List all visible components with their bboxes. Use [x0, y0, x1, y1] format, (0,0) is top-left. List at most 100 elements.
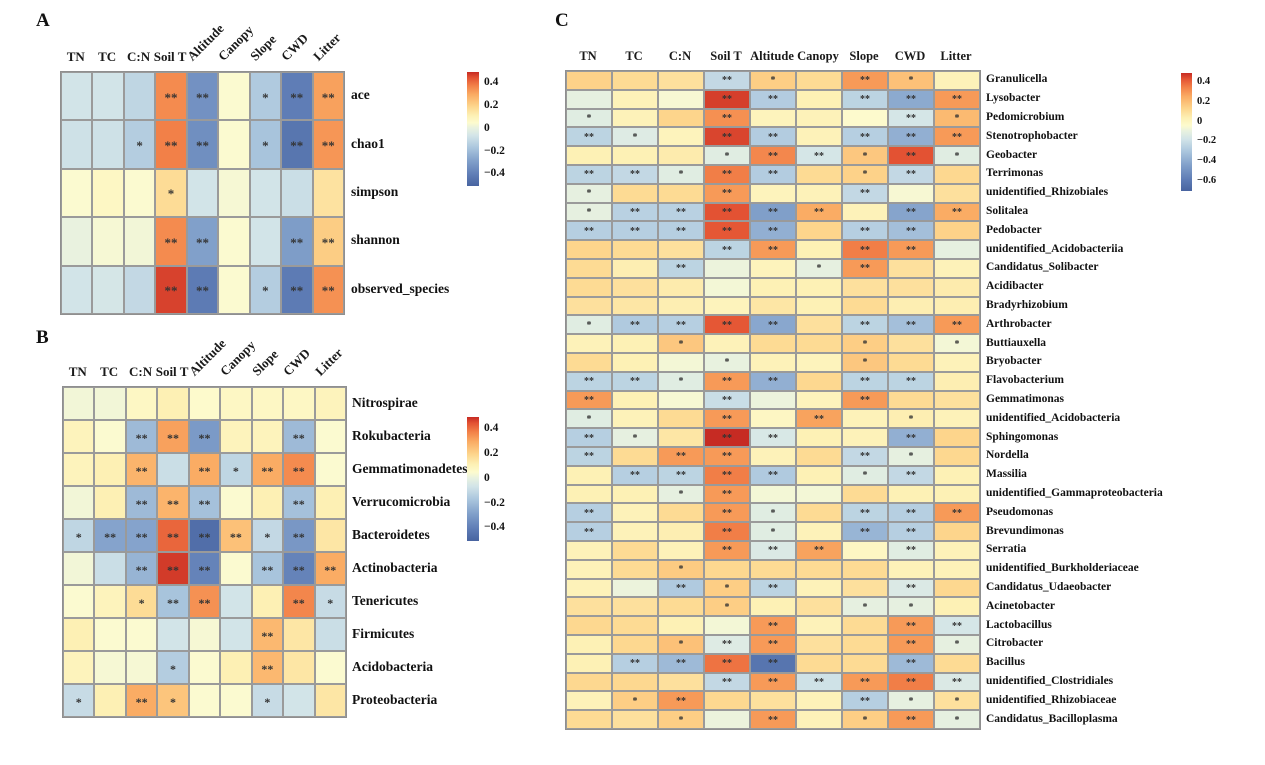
- significance-stars: *: [262, 283, 269, 299]
- heatmap-cell: *: [934, 146, 980, 165]
- heatmap-cell: [934, 352, 980, 372]
- heatmap-cell: [157, 387, 189, 420]
- heatmap-cell: [566, 71, 612, 90]
- significance-stars: **: [906, 676, 916, 688]
- significance-stars: *: [862, 169, 868, 181]
- significance-stars: **: [630, 206, 640, 218]
- significance-stars: **: [630, 225, 640, 237]
- significance-stars: **: [195, 283, 209, 299]
- significance-stars: *: [954, 695, 960, 707]
- heatmap-cell: [314, 453, 346, 486]
- heatmap-cell: [796, 616, 842, 635]
- significance-stars: **: [630, 470, 640, 482]
- row-label: Gemmatimonas: [986, 392, 1064, 405]
- significance-stars: **: [860, 451, 870, 463]
- significance-stars: **: [768, 376, 778, 388]
- significance-stars: *: [724, 150, 730, 162]
- significance-stars: *: [724, 582, 730, 594]
- significance-stars: **: [321, 89, 335, 105]
- heatmap-cell: [566, 578, 612, 598]
- heatmap-cell: **: [283, 519, 315, 552]
- heatmap-cell: [612, 409, 658, 429]
- heatmap-cell: [612, 484, 658, 504]
- heatmap-cell: [842, 484, 888, 504]
- heatmap-cell: [251, 387, 284, 420]
- significance-stars: *: [954, 338, 960, 350]
- row-label: Gemmatimonadetes: [352, 460, 468, 476]
- heatmap-cell: **: [612, 164, 658, 184]
- heatmap-cell: [566, 540, 612, 560]
- heatmap-cell: *: [566, 183, 612, 203]
- heatmap-cell: **: [188, 453, 221, 486]
- heatmap-cell: [218, 217, 250, 266]
- heatmap-cell: **: [796, 202, 842, 222]
- heatmap-cell: [888, 559, 934, 579]
- heatmap-cell: [566, 691, 612, 711]
- significance-stars: **: [321, 138, 335, 154]
- heatmap-cell: [612, 616, 658, 635]
- significance-stars: **: [906, 432, 916, 444]
- heatmap-cell: [796, 221, 842, 241]
- heatmap-cell: [63, 420, 95, 453]
- significance-stars: **: [584, 225, 594, 237]
- row-label: Lysobacter: [986, 92, 1041, 105]
- heatmap-cell: [218, 265, 250, 314]
- heatmap-cell: **: [750, 221, 796, 241]
- significance-stars: *: [954, 714, 960, 726]
- significance-stars: **: [860, 225, 870, 237]
- significance-stars: **: [261, 562, 274, 577]
- row-label: Proteobacteria: [352, 691, 438, 707]
- significance-stars: **: [584, 507, 594, 519]
- heatmap-cell: [934, 390, 980, 410]
- heatmap-cell: **: [796, 672, 842, 692]
- significance-stars: **: [722, 394, 732, 406]
- heatmap-cell: [934, 540, 980, 560]
- column-header-soil-t: Soil T: [153, 49, 187, 64]
- heatmap-cell: **: [750, 653, 796, 673]
- heatmap-cell: **: [566, 371, 612, 391]
- significance-stars: **: [860, 188, 870, 200]
- significance-stars: **: [860, 263, 870, 275]
- heatmap-cell: **: [658, 315, 704, 335]
- heatmap-cell: [61, 265, 93, 314]
- column-header-cwd: CWD: [280, 345, 314, 379]
- significance-stars: **: [768, 225, 778, 237]
- significance-stars: **: [860, 75, 870, 87]
- heatmap-cell: [61, 120, 93, 169]
- heatmap-cell: [750, 390, 796, 410]
- colorbar-tick-label: 0.2: [484, 99, 499, 112]
- significance-stars: **: [906, 131, 916, 143]
- colorbar-tick-label: −0.2: [484, 496, 505, 509]
- heatmap-cell: **: [566, 221, 612, 241]
- heatmap-cell: **: [312, 217, 344, 266]
- significance-stars: **: [768, 582, 778, 594]
- significance-stars: *: [954, 112, 960, 124]
- significance-stars: **: [167, 496, 180, 511]
- heatmap-cell: **: [157, 552, 189, 585]
- heatmap-cell: [888, 390, 934, 410]
- significance-stars: **: [906, 545, 916, 557]
- heatmap-cell: *: [63, 519, 95, 552]
- heatmap-cell: **: [314, 552, 346, 585]
- heatmap-cell: *: [566, 315, 612, 335]
- heatmap-cell: [934, 465, 980, 485]
- heatmap-cell: **: [888, 240, 934, 259]
- heatmap-cell: [934, 240, 980, 259]
- heatmap-cell: **: [704, 409, 750, 429]
- heatmap-cell: **: [750, 127, 796, 147]
- significance-stars: *: [327, 595, 334, 610]
- heatmap-cell: [796, 597, 842, 617]
- heatmap-cell: [157, 453, 189, 486]
- significance-stars: *: [908, 75, 914, 87]
- significance-stars: **: [292, 595, 305, 610]
- significance-stars: **: [630, 319, 640, 331]
- panel-c-letter: C: [555, 10, 569, 31]
- heatmap-cell: *: [125, 585, 158, 618]
- heatmap-cell: [220, 651, 252, 684]
- row-label: Buttiauxella: [986, 336, 1047, 349]
- significance-stars: **: [722, 319, 732, 331]
- heatmap-cell: [750, 352, 796, 372]
- heatmap-cell: **: [186, 217, 219, 266]
- heatmap-cell: [612, 446, 658, 466]
- heatmap-cell: [612, 296, 658, 316]
